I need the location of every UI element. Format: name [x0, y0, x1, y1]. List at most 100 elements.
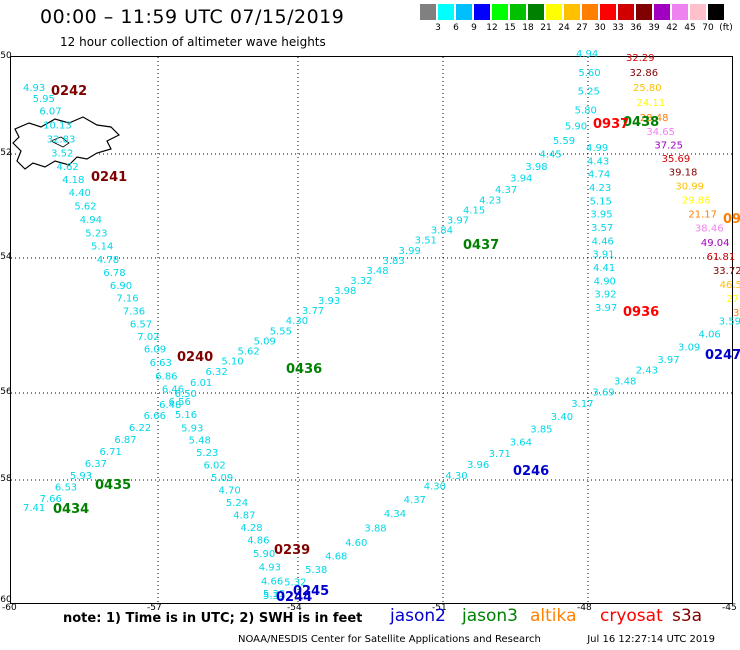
legend-item-cryosat: cryosat — [600, 606, 663, 626]
pass-number-label: 0242 — [51, 84, 87, 99]
wave-height-label: 46.59 — [720, 280, 740, 291]
wave-height-label: 3.97 — [657, 355, 679, 366]
wave-height-label: 4.90 — [594, 276, 616, 287]
wave-height-label: 4.23 — [479, 195, 501, 206]
wave-height-label: 3.09 — [678, 342, 700, 353]
wave-height-label: 4.78 — [97, 255, 119, 266]
pass-number-label: 0244 — [276, 590, 312, 605]
scale-label: 6 — [453, 23, 459, 33]
wave-height-label: 5.24 — [226, 498, 248, 509]
scale-swatch — [456, 4, 472, 20]
wave-height-label: 4.94 — [80, 215, 102, 226]
wave-height-label: 5.23 — [85, 228, 107, 239]
wave-height-label: 6.57 — [130, 319, 152, 330]
longitude-label: -48 — [577, 603, 592, 613]
pass-number-label: 0240 — [177, 350, 213, 365]
scale-label: 12 — [486, 23, 498, 33]
wave-height-label: 3.97 — [447, 216, 469, 227]
wave-height-label: 4.40 — [69, 188, 91, 199]
pass-number-label: 0435 — [95, 478, 131, 493]
wave-height-label: 7.41 — [23, 503, 45, 514]
wave-height-label: 3.85 — [530, 425, 552, 436]
wave-height-label: 6.66 — [144, 411, 166, 422]
wave-height-label: 6.86 — [155, 371, 177, 382]
pass-number-label: 0436 — [286, 362, 322, 377]
wave-height-label: 29.86 — [682, 196, 711, 207]
wave-height-label: 25.80 — [633, 83, 662, 94]
wave-height-label: 5.32 — [284, 577, 306, 588]
wave-height-label: 6.22 — [129, 423, 151, 434]
wave-height-label: 3.95 — [590, 210, 612, 221]
wave-height-label: 28.48 — [640, 113, 669, 124]
wave-height-label: 35.69 — [662, 154, 691, 165]
wave-height-label: 3.98 — [525, 162, 547, 173]
wave-height-label: 3.52 — [51, 148, 73, 159]
wave-height-label: 6.09 — [144, 345, 166, 356]
wave-height-label: 5.33 — [263, 591, 285, 602]
pass-number-label: 0437 — [463, 238, 499, 253]
credit-text: NOAA/NESDIS Center for Satellite Applica… — [238, 634, 541, 645]
wave-height-label: 3.69 — [592, 387, 614, 398]
pass-number-label: 0936 — [623, 305, 659, 320]
scale-swatch — [564, 4, 580, 20]
wave-height-label: 5.23 — [196, 448, 218, 459]
wave-height-label: 3.59 — [719, 316, 740, 327]
latitude-label: -50 — [0, 51, 12, 61]
wave-height-label: 5.90 — [253, 549, 275, 560]
pass-number-label: 0239 — [274, 543, 310, 558]
pass-number-label: 09 — [723, 212, 740, 227]
wave-height-label: 6.02 — [204, 461, 226, 472]
wave-height-label: 4.37 — [495, 185, 517, 196]
latitude-label: -52 — [0, 148, 12, 158]
wave-height-label: 34.8 — [733, 308, 740, 319]
wave-height-label: 3.32 — [350, 276, 372, 287]
wave-height-label: 5.09 — [211, 473, 233, 484]
wave-height-label: 4.45 — [539, 150, 561, 161]
wave-height-label: 5.10 — [221, 357, 243, 368]
wave-height-label: 5.62 — [237, 346, 259, 357]
island-detail — [50, 136, 70, 148]
wave-height-label: 3.96 — [467, 460, 489, 471]
wave-height-label: 6.78 — [103, 268, 125, 279]
wave-height-label: 4.30 — [286, 316, 308, 327]
wave-height-label: 34.65 — [646, 127, 675, 138]
wave-height-label: 3.97 — [595, 303, 617, 314]
wave-height-label: 7.16 — [116, 294, 138, 305]
scale-swatch — [636, 4, 652, 20]
wave-height-label: 4.60 — [345, 538, 367, 549]
wave-height-label: 32.86 — [630, 68, 659, 79]
wave-height-label: 21.17 — [688, 210, 717, 221]
legend-item-s3a: s3a — [672, 606, 703, 626]
wave-height-label: 4.18 — [62, 175, 84, 186]
wave-height-label: 3.88 — [364, 523, 386, 534]
scale-swatch — [420, 4, 436, 20]
wave-height-label: 6.48 — [159, 400, 181, 411]
wave-height-label: 10.13 — [43, 121, 72, 132]
wave-height-label: 5.60 — [578, 68, 600, 79]
longitude-label: -54 — [287, 603, 302, 613]
wave-height-label: 37.25 — [654, 140, 683, 151]
wave-height-label: 5.90 — [565, 122, 587, 133]
legend-item-altika: altika — [530, 606, 577, 626]
wave-height-label: 3.40 — [551, 412, 573, 423]
wave-height-label: 61.81 — [707, 252, 736, 263]
wave-height-label: 32.29 — [626, 53, 655, 64]
pass-number-label: 0247 — [705, 348, 740, 363]
wave-height-label: 5.93 — [70, 471, 92, 482]
wave-height-label: 7.02 — [137, 332, 159, 343]
wave-height-label: 39.18 — [669, 168, 698, 179]
scale-label: 21 — [540, 23, 552, 33]
wave-height-label: 7.66 — [40, 494, 62, 505]
scale-swatch — [582, 4, 598, 20]
wave-height-label: 5.16 — [175, 410, 197, 421]
wave-height-label: 6.46 — [162, 384, 184, 395]
wave-height-label: 5.95 — [33, 94, 55, 105]
wave-height-label: 5.48 — [189, 436, 211, 447]
pass-number-label: 0438 — [623, 115, 659, 130]
wave-height-label: 5.09 — [254, 336, 276, 347]
scale-swatch — [690, 4, 706, 20]
wave-height-label: 3.92 — [594, 290, 616, 301]
wave-height-label: 5.25 — [578, 87, 600, 98]
wave-height-label: 4.43 — [587, 156, 609, 167]
wave-height-label: 3.57 — [591, 223, 613, 234]
